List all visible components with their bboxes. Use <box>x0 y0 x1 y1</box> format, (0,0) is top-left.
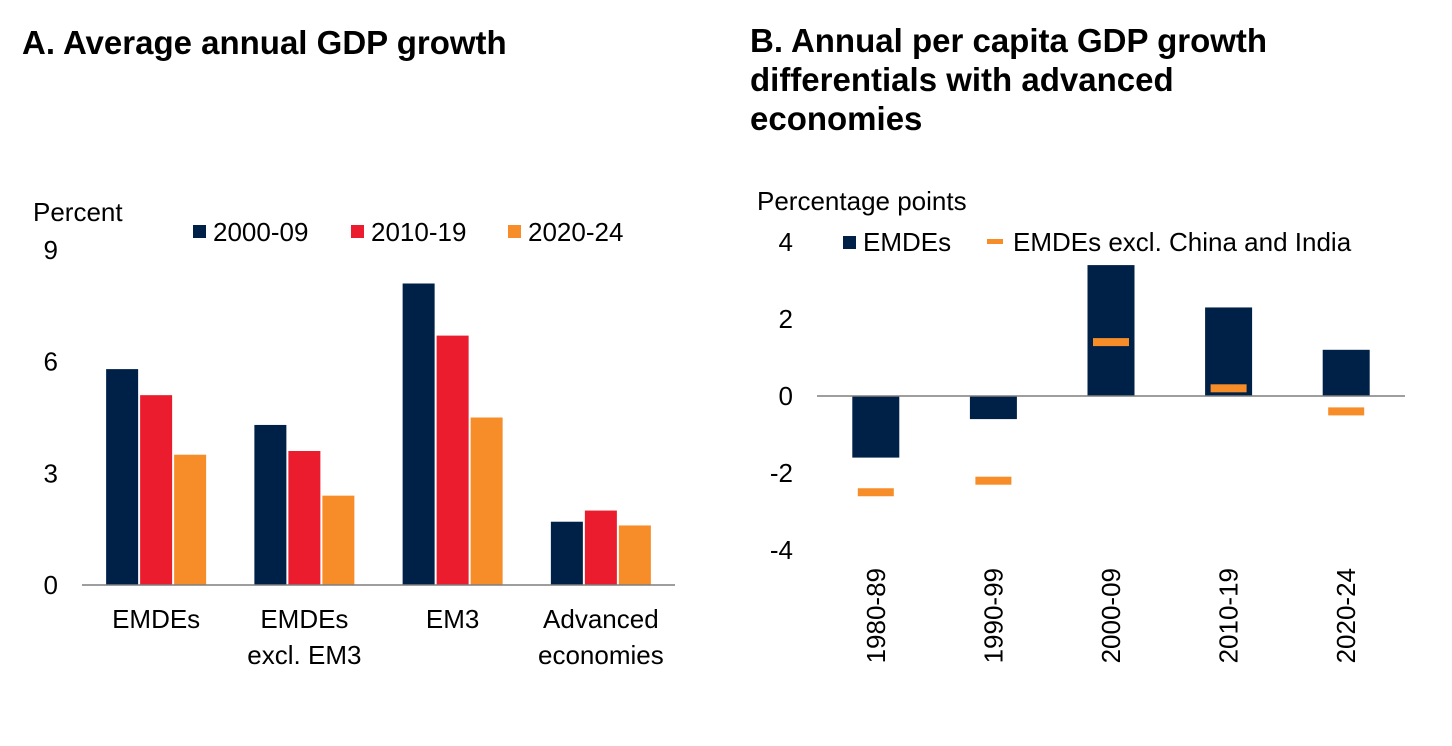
panel-b-dash-marker <box>857 488 894 497</box>
panel-a-y-ticks: 0 3 6 9 <box>44 235 58 600</box>
panel-a-bar <box>584 510 617 585</box>
panel-b-y-axis-label: Percentage points <box>757 186 967 216</box>
panel-b-category-label: 1980-89 <box>861 568 891 663</box>
panel-a-y-axis-label: Percent <box>33 197 123 227</box>
panel-a-chart: A. Average annual GDP growth Percent 0 3 6… <box>22 24 675 670</box>
panel-b-y-tick-label: 4 <box>779 227 793 257</box>
panel-b-legend-dash <box>987 239 1003 244</box>
panel-a-bar <box>174 454 207 585</box>
panel-b-dash-marker <box>975 476 1012 485</box>
panel-b-bar <box>969 396 1017 420</box>
panel-b-dash-markers <box>857 338 1365 497</box>
panel-a-legend-label: 2010-19 <box>371 217 466 247</box>
panel-a-bar <box>470 417 503 585</box>
panel-a-bar <box>550 521 583 585</box>
panel-a-bar <box>618 525 651 585</box>
panel-a-bar <box>402 283 435 585</box>
panel-b-y-tick-label: 0 <box>779 381 793 411</box>
panel-b-category-labels: 1980-89 1990-99 2000-09 2010-19 2020-24 <box>861 568 1361 663</box>
panel-a-bar <box>254 424 287 585</box>
panel-b-title-line: differentials with advanced <box>750 61 1174 98</box>
panel-a-y-tick-label: 9 <box>44 235 58 265</box>
panel-a-legend: 2000-09 2010-19 2020-24 <box>193 217 623 247</box>
panel-b-category-label: 2000-09 <box>1096 568 1126 663</box>
panel-b-chart: B. Annual per capita GDP growthdifferent… <box>750 22 1405 663</box>
panel-b-y-tick-label: 2 <box>779 304 793 334</box>
panel-b-bar <box>852 396 900 458</box>
panel-a-legend-swatch <box>351 225 364 238</box>
panel-b-title: B. Annual per capita GDP growthdifferent… <box>750 22 1267 137</box>
panel-b-dash-marker <box>1328 407 1365 416</box>
panel-a-legend-swatch <box>193 225 206 238</box>
panel-b-category-label: 2020-24 <box>1331 568 1361 663</box>
panel-b-bars <box>852 265 1370 458</box>
panel-b-y-ticks: -4 -2 0 2 4 <box>770 227 793 565</box>
panel-b-bar <box>1322 349 1370 396</box>
panel-a-category-labels: EMDEs EMDEs excl. EM3 EM3 Advanced economies <box>112 604 664 670</box>
panel-a-y-tick-label: 6 <box>44 347 58 377</box>
panel-a-category-label: Advanced <box>543 604 659 634</box>
panel-a-bar <box>140 395 173 585</box>
panel-b-title-line: B. Annual per capita GDP growth <box>750 22 1267 59</box>
panel-b-legend: EMDEs EMDEs excl. China and India <box>843 227 1352 257</box>
panel-b-legend-swatch <box>843 236 856 249</box>
panel-a-category-label: excl. EM3 <box>247 640 361 670</box>
panel-b-category-label: 1990-99 <box>978 568 1008 663</box>
panel-a-bar <box>288 451 321 585</box>
panel-a-category-label: EMDEs <box>260 604 348 634</box>
panel-a-title: A. Average annual GDP growth <box>22 24 507 61</box>
panel-b-bar <box>1205 307 1253 396</box>
panel-a-category-label: EMDEs <box>112 604 200 634</box>
panel-a-bar <box>106 369 139 585</box>
panel-a-y-tick-label: 0 <box>44 570 58 600</box>
panel-a-bars <box>106 283 651 585</box>
panel-a-bar <box>322 495 355 585</box>
panel-a-category-label: EM3 <box>426 604 479 634</box>
panel-b-y-tick-label: -4 <box>770 535 793 565</box>
panel-a-y-tick-label: 3 <box>44 458 58 488</box>
panel-b-legend-label: EMDEs excl. China and India <box>1013 227 1352 257</box>
panel-b-y-tick-label: -2 <box>770 458 793 488</box>
panel-b-bar <box>1087 265 1135 396</box>
panel-b-title-line: economies <box>750 100 922 137</box>
panel-b-category-label: 2010-19 <box>1214 568 1244 663</box>
panel-b-dash-marker <box>1210 384 1247 393</box>
panel-a-bar <box>436 335 469 585</box>
panel-b-legend-label: EMDEs <box>863 227 951 257</box>
panel-a-legend-label: 2000-09 <box>213 217 308 247</box>
panel-a-category-label: economies <box>538 640 664 670</box>
panel-a-legend-swatch <box>508 225 521 238</box>
panel-a-legend-label: 2020-24 <box>528 217 623 247</box>
panel-b-dash-marker <box>1093 338 1129 347</box>
